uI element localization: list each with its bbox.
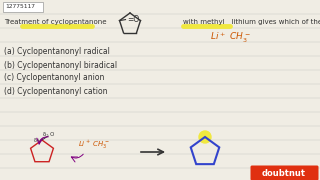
Text: (b) Cyclopentanonyl biradical: (b) Cyclopentanonyl biradical [4,60,117,69]
Text: 12775117: 12775117 [5,4,35,10]
FancyBboxPatch shape [3,2,43,12]
Circle shape [199,131,211,143]
Text: (a) Cyclopentanonyl radical: (a) Cyclopentanonyl radical [4,48,110,57]
Text: Treatment of cyclopentanone: Treatment of cyclopentanone [4,19,107,25]
Text: =O: =O [128,15,140,24]
Text: doubtnut: doubtnut [262,168,306,177]
Text: $Li^+$ $CH_3^-$: $Li^+$ $CH_3^-$ [78,139,110,151]
Text: δ+: δ+ [34,138,41,143]
Text: $Li^+$ $CH_3^-$: $Li^+$ $CH_3^-$ [210,31,251,45]
Text: with methyl   lithium gives which of the following species?: with methyl lithium gives which of the f… [183,19,320,25]
Text: (c) Cyclopentanonyl anion: (c) Cyclopentanonyl anion [4,73,104,82]
FancyBboxPatch shape [251,165,318,180]
Text: (d) Cyclopentanonyl cation: (d) Cyclopentanonyl cation [4,87,108,96]
Text: δ- O: δ- O [43,132,54,136]
